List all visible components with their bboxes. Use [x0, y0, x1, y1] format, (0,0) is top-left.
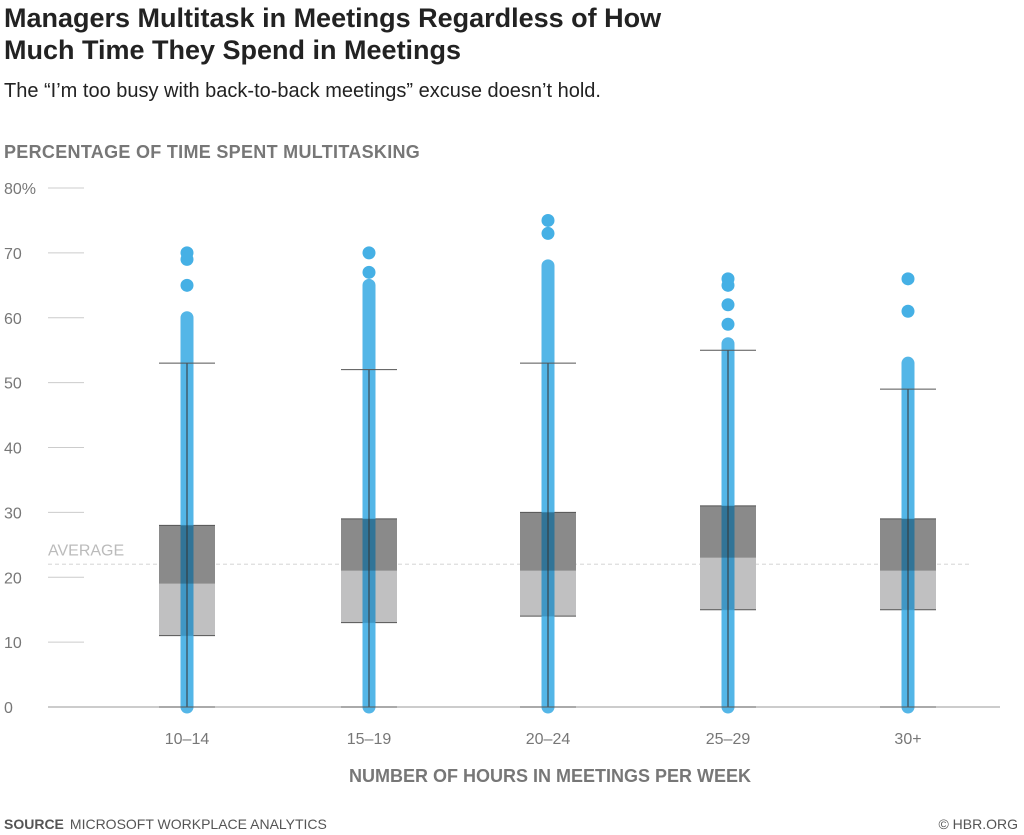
y-tick-label: 50 [4, 376, 22, 393]
x-tick-label: 25–29 [706, 731, 751, 748]
y-tick-label: 70 [4, 246, 22, 263]
x-tick-label: 15–19 [347, 731, 392, 748]
y-tick-label: 30 [4, 505, 22, 522]
outlier-point [721, 272, 735, 286]
outlier-point [721, 317, 735, 331]
y-tick-label: 10 [4, 635, 22, 652]
source-note: SOURCE MICROSOFT WORKPLACE ANALYTICS [4, 816, 327, 832]
x-tick-label: 30+ [894, 731, 921, 748]
outlier-point [362, 265, 376, 279]
y-tick-label: 20 [4, 570, 22, 587]
outlier-point [901, 272, 915, 286]
y-tick-label: 60 [4, 311, 22, 328]
y-axis-label: PERCENTAGE OF TIME SPENT MULTITASKING [4, 142, 421, 162]
chart-subtitle: The “I’m too busy with back-to-back meet… [4, 80, 601, 102]
x-tick-label: 10–14 [165, 731, 210, 748]
outlier-point [180, 246, 194, 260]
chart-title: Managers Multitask in Meetings Regardles… [4, 3, 662, 65]
y-tick-label: 40 [4, 441, 22, 458]
outlier-point [362, 246, 376, 260]
outlier-point [721, 298, 735, 312]
average-label: AVERAGE [48, 542, 124, 559]
outlier-point [541, 213, 555, 227]
y-tick-label: 0 [4, 700, 13, 717]
source-text: MICROSOFT WORKPLACE ANALYTICS [69, 816, 327, 832]
source-label: SOURCE [4, 816, 64, 832]
x-tick-label: 20–24 [526, 731, 571, 748]
outlier-point [901, 304, 915, 318]
outlier-point [541, 226, 555, 240]
outlier-point [180, 278, 194, 292]
x-axis-label: NUMBER OF HOURS IN MEETINGS PER WEEK [348, 766, 752, 786]
credit: © HBR.ORG [938, 816, 1018, 832]
y-tick-label: 80% [4, 181, 36, 198]
